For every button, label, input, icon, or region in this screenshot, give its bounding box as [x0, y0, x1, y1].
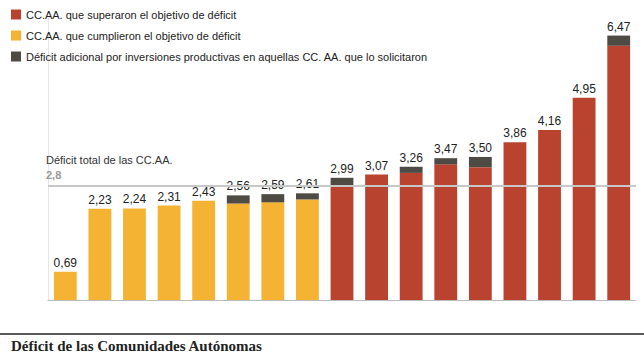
svg-text:0,69: 0,69	[54, 256, 78, 270]
svg-text:CC.AA. que cumplieron el objet: CC.AA. que cumplieron el objetivo de déf…	[26, 30, 241, 42]
svg-text:2,24: 2,24	[123, 192, 147, 206]
svg-text:2,31: 2,31	[157, 190, 181, 204]
svg-text:4,95: 4,95	[572, 82, 596, 96]
svg-text:2,61: 2,61	[296, 177, 320, 191]
svg-text:3,47: 3,47	[434, 142, 458, 156]
svg-text:2,56: 2,56	[226, 179, 250, 194]
svg-text:3,26: 3,26	[399, 151, 423, 165]
svg-text:Déficit de las Comunidades Aut: Déficit de las Comunidades Autónomas	[11, 338, 262, 354]
svg-text:6,47: 6,47	[607, 20, 631, 34]
svg-text:3,50: 3,50	[469, 141, 493, 155]
svg-text:Déficit adicional por inversio: Déficit adicional por inversiones produc…	[26, 51, 427, 63]
svg-text:3,07: 3,07	[365, 159, 389, 173]
svg-text:2,23: 2,23	[88, 193, 112, 207]
svg-text:2,43: 2,43	[192, 184, 216, 199]
svg-text:2,8: 2,8	[46, 169, 61, 181]
svg-text:3,86: 3,86	[503, 126, 527, 140]
svg-text:CC.AA. que superaron el objeti: CC.AA. que superaron el objetivo de défi…	[26, 9, 236, 21]
svg-text:4,16: 4,16	[538, 114, 562, 128]
svg-text:Déficit total de las CC.AA.: Déficit total de las CC.AA.	[46, 154, 173, 166]
svg-text:2,99: 2,99	[330, 162, 354, 176]
svg-text:2,59: 2,59	[261, 178, 285, 193]
